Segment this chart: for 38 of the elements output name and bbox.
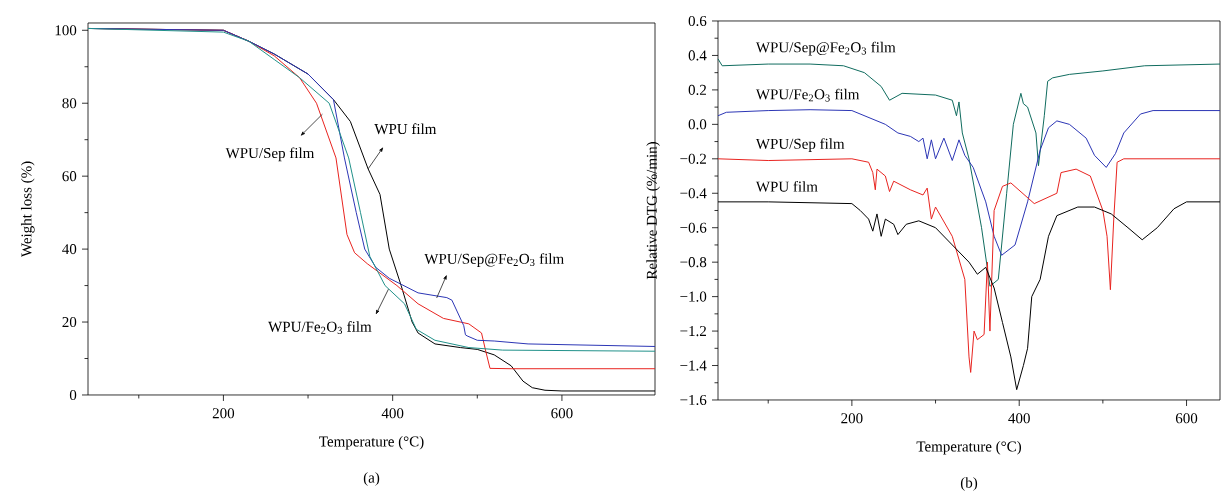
y-tick-label: −0.6 [680, 222, 707, 233]
text: (a) [363, 472, 380, 486]
annotation: WPU/Sep film [225, 147, 315, 162]
x-axis-title: Temperature (°C) [319, 436, 424, 450]
x-tick-label: 400 [381, 408, 404, 419]
text: (b) [960, 477, 978, 491]
y-axis-title: Relative DTG (%/min) [646, 141, 660, 280]
y-tick-label: 0.0 [688, 119, 707, 130]
series-label: WPU/Fe$_{2}$O$_{3}$ film [755, 88, 860, 102]
annotation: WPU/Fe$_{2}$O$_{3}$ film [268, 321, 372, 334]
x-tick-label: 600 [1175, 413, 1198, 424]
x-axis-title: Temperature (°C) [916, 441, 1022, 455]
y-tick-label: 0.2 [688, 84, 706, 95]
x-tick-label: 600 [551, 408, 573, 419]
annotation: WPU/Sep@Fe$_{2}$O$_{3}$ film [424, 253, 564, 267]
y-tick-label: 0 [69, 389, 77, 401]
y-tick-label: −0.4 [680, 188, 707, 199]
y-tick-label: 100 [55, 25, 77, 36]
series-label: WPU/Sep film [755, 138, 845, 152]
y-tick-label: −0.2 [680, 153, 706, 164]
series-label: WPU film [755, 180, 818, 192]
y-tick-label: −1.4 [680, 360, 707, 371]
y-tick-label: 20 [62, 316, 77, 328]
y-tick-label: −1.0 [680, 291, 707, 302]
y-axis-title: Weight loss (%) [20, 161, 35, 258]
y-tick-label: −1.6 [680, 394, 707, 406]
y-tick-label: −0.8 [680, 257, 707, 268]
annotation: WPU film [374, 123, 437, 135]
y-tick-label: 60 [62, 171, 77, 182]
x-tick-label: 400 [1008, 413, 1030, 424]
x-tick-label: 200 [841, 413, 863, 424]
y-tick-label: 40 [62, 244, 77, 255]
series-label: WPU/Sep@Fe$_{2}$O$_{3}$ film [755, 41, 896, 56]
y-tick-label: −1.2 [680, 326, 706, 337]
x-tick-label: 200 [212, 408, 235, 419]
y-tick-label: 0.4 [688, 50, 707, 61]
y-tick-label: 80 [62, 98, 77, 109]
y-tick-label: 0.6 [688, 15, 707, 27]
